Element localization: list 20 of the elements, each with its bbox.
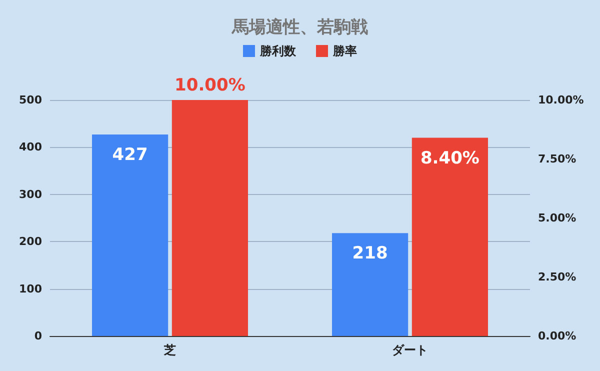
legend-label: 勝率 <box>332 44 357 58</box>
data-label: 10.00% <box>174 76 246 96</box>
legend-label: 勝利数 <box>259 44 297 58</box>
y-tick-label: 500 <box>19 94 42 106</box>
y-tick-label: 300 <box>19 188 42 201</box>
x-tick-label: 芝 <box>163 343 176 357</box>
chart-title: 馬場適性、若駒戦 <box>231 18 368 38</box>
y2-tick-label: 2.50% <box>538 270 576 284</box>
y2-tick-label: 5.00% <box>538 212 576 224</box>
data-label: 8.40% <box>420 148 480 168</box>
y-tick-label: 0 <box>34 330 42 342</box>
x-tick-label: ダート <box>392 343 428 357</box>
y2-tick-label: 7.50% <box>538 152 576 166</box>
y-tick-label: 200 <box>19 235 42 248</box>
y2-tick-label: 10.00% <box>538 94 584 106</box>
y2-tick-label: 0.00% <box>538 330 576 342</box>
y-tick-label: 400 <box>19 140 42 154</box>
data-label: 218 <box>352 244 388 264</box>
data-label: 427 <box>112 144 148 165</box>
y-tick-label: 100 <box>19 282 42 296</box>
